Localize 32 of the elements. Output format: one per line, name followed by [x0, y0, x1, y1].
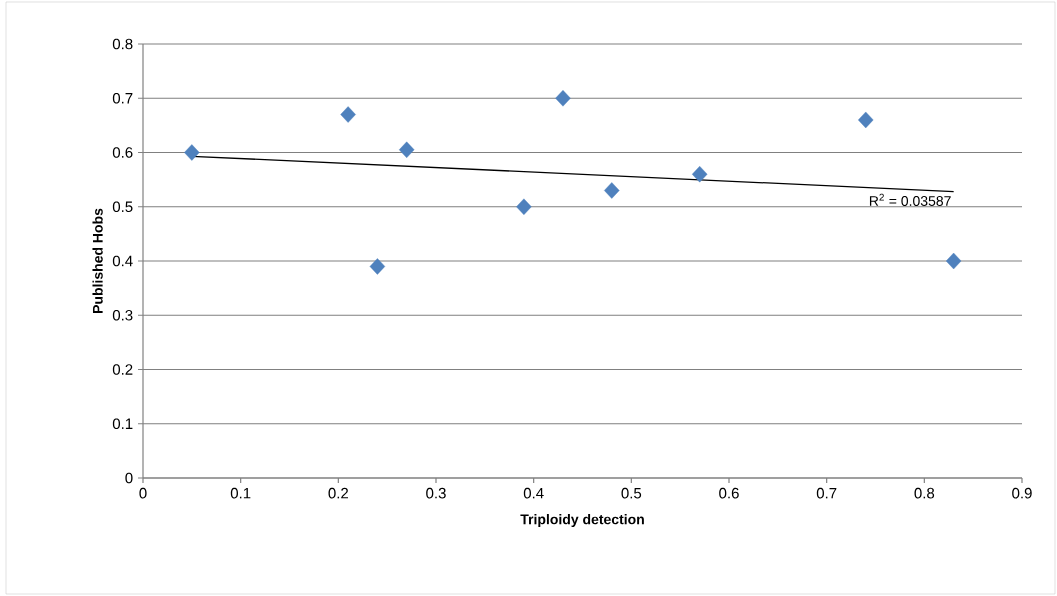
- x-tick-label: 0.7: [816, 487, 837, 499]
- point: [340, 106, 356, 123]
- x-tick-label: 0.3: [426, 487, 446, 499]
- point: [555, 90, 571, 107]
- point: [604, 182, 620, 199]
- x-axis-title: Triploidy detection: [520, 514, 644, 528]
- y-tick-label: 0.6: [112, 147, 133, 158]
- point: [516, 198, 532, 215]
- x-tick-label: 0: [139, 487, 147, 499]
- y-tick-label: 0: [125, 472, 133, 484]
- x-tick-label: 0.5: [621, 487, 642, 499]
- y-axis-title: Published Hobs: [92, 208, 103, 313]
- point: [945, 252, 962, 270]
- x-tick-label: 0.2: [328, 487, 349, 499]
- y-tick-label: 0.8: [112, 38, 133, 50]
- x-tick-label: 0.6: [719, 487, 739, 499]
- point: [399, 141, 415, 158]
- x-tick-label: 0.8: [914, 487, 935, 499]
- x-tick-label: 0.4: [523, 487, 544, 499]
- point: [369, 258, 386, 275]
- point: [692, 166, 708, 183]
- point: [858, 111, 874, 129]
- y-tick-label: 0.3: [112, 309, 133, 321]
- point: [184, 144, 200, 161]
- x-tick-label: 0.9: [1012, 487, 1032, 499]
- y-tick-label: 0.2: [112, 364, 133, 375]
- y-tick-label: 0.5: [112, 201, 133, 213]
- y-tick-label: 0.4: [112, 255, 133, 267]
- y-tick-label: 0.1: [112, 418, 133, 430]
- y-tick-label: 0.7: [112, 92, 133, 104]
- x-tick-label: 0.1: [230, 487, 251, 499]
- annotation: R$^{2}$ = 0.03587: [869, 193, 951, 206]
